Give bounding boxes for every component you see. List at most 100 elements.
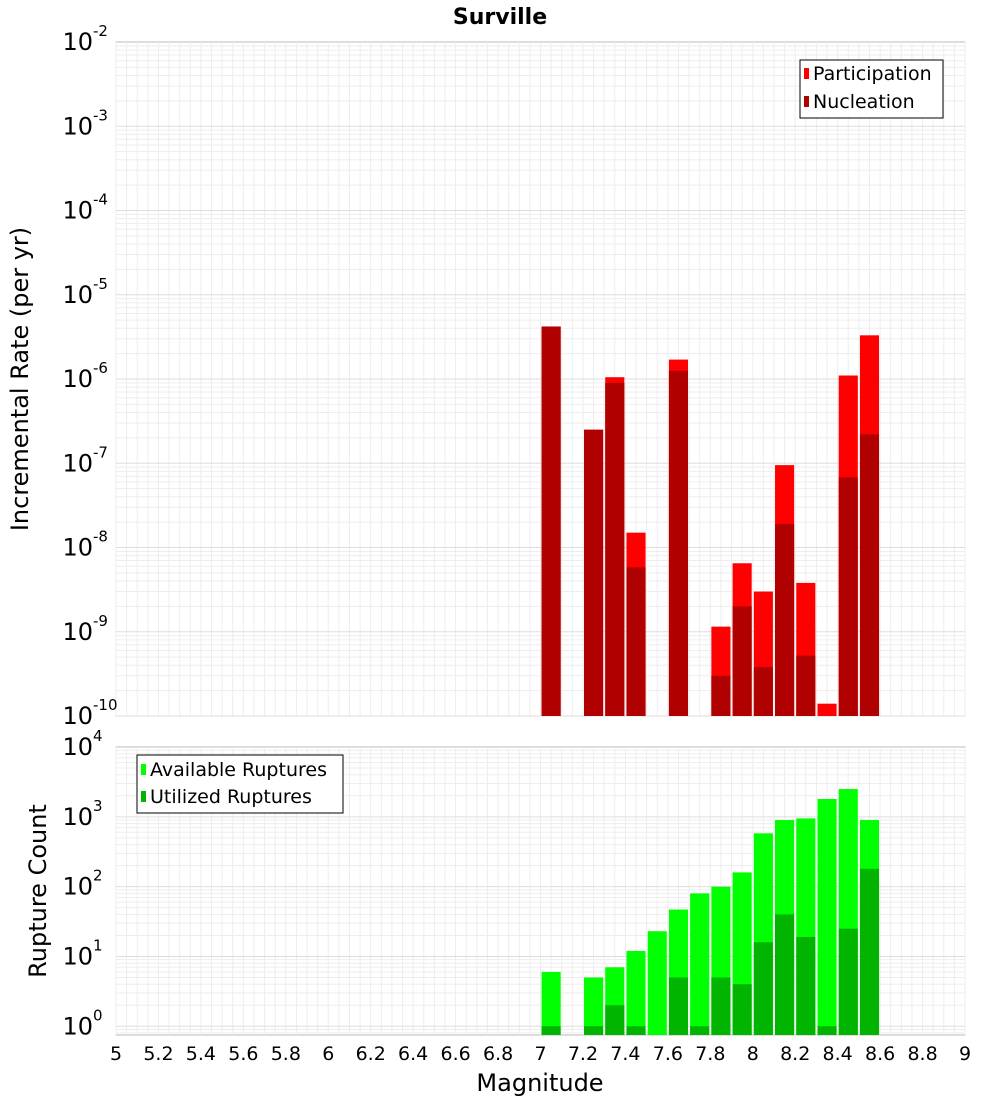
legend-swatch-participation [804, 68, 809, 79]
count-bar-front [775, 914, 795, 1035]
count-bar-front [584, 1026, 604, 1035]
x-tick-label: 6.8 [483, 1043, 513, 1065]
x-tick-label: 7.8 [695, 1043, 725, 1065]
x-tick-label: 5.4 [186, 1043, 216, 1065]
rate-y-tick-exponent: -2 [93, 22, 108, 40]
count-bar-front [732, 984, 752, 1035]
rate-grid [115, 42, 966, 717]
rate-bars [541, 326, 880, 716]
rate-y-tick-exponent: -8 [93, 528, 108, 546]
count-bar-back [541, 971, 561, 1035]
rate-y-tick-exponent: -10 [93, 696, 118, 714]
x-tick-label: 8.2 [780, 1043, 810, 1065]
rate-y-tick-label: 10 [62, 197, 93, 225]
legend-label-nucleation: Nucleation [813, 91, 915, 113]
x-tick-label: 9 [959, 1043, 971, 1065]
rate-legend-box [799, 59, 944, 119]
rate-bar-front [584, 429, 604, 716]
rate-bar-front [775, 524, 795, 716]
count-legend: Available Ruptures Utilized Ruptures [136, 754, 344, 814]
legend-swatch-utilized [141, 791, 146, 802]
chart-title: Surville [453, 5, 547, 30]
count-bar-front [838, 928, 858, 1035]
count-bar-front [690, 1026, 710, 1035]
x-ticks: 5 5.2 5.4 5.6 5.8 6 6.2 6.4 6.6 6.8 7 7.2 7.4 7.6 7.8 8… [110, 1043, 971, 1065]
x-tick-label: 6.6 [440, 1043, 470, 1065]
x-axis-label: Magnitude [476, 1069, 603, 1097]
count-bar-back [626, 950, 646, 1035]
count-bar-back [817, 798, 837, 1035]
rate-y-tick-label: 10 [62, 534, 93, 562]
count-bars [541, 789, 880, 1035]
count-bar-back [690, 893, 710, 1035]
count-bar-front [753, 942, 773, 1035]
rate-bar-front [605, 382, 625, 716]
count-bar-front [817, 1026, 837, 1035]
count-y-tick-label: 10 [62, 942, 93, 970]
count-y-tick-exponent: 3 [93, 797, 103, 815]
count-bar-front [541, 1026, 561, 1035]
rate-y-tick-exponent: -5 [93, 275, 108, 293]
rate-y-axis-label: Incremental Rate (per yr) [6, 227, 34, 531]
count-bar-front [859, 868, 880, 1035]
count-y-tick-label: 10 [62, 803, 93, 831]
x-tick-label: 8.6 [865, 1043, 895, 1065]
rate-bar-front [796, 655, 816, 716]
count-y-tick-exponent: 0 [93, 1006, 103, 1024]
rate-y-tick-exponent: -3 [93, 106, 108, 124]
rate-bar-front [753, 667, 773, 716]
rate-legend: Participation Nucleation [799, 59, 944, 119]
x-tick-label: 8 [747, 1043, 759, 1065]
x-tick-label: 5.6 [228, 1043, 258, 1065]
rate-y-tick-exponent: -4 [93, 191, 108, 209]
x-tick-label: 5 [110, 1043, 122, 1065]
x-tick-label: 6.4 [398, 1043, 428, 1065]
rate-bar-front [859, 434, 880, 716]
x-tick-label: 7.2 [568, 1043, 598, 1065]
x-tick-label: 5.8 [271, 1043, 301, 1065]
legend-label-available: Available Ruptures [150, 759, 327, 781]
count-bar-front [796, 936, 816, 1035]
count-y-tick-exponent: 4 [93, 727, 103, 745]
x-tick-label: 6 [322, 1043, 334, 1065]
count-y-tick-label: 10 [62, 733, 93, 761]
rate-y-tick-label: 10 [62, 702, 93, 730]
count-legend-box [136, 754, 344, 814]
count-bar-front [711, 977, 731, 1035]
rate-bar-front [838, 477, 858, 716]
x-tick-label: 7.4 [610, 1043, 640, 1065]
x-tick-label: 7.6 [653, 1043, 683, 1065]
legend-swatch-nucleation [804, 96, 809, 107]
rate-y-tick-label: 10 [62, 28, 93, 56]
rate-y-tick-label: 10 [62, 112, 93, 140]
rate-y-tick-exponent: -7 [93, 443, 108, 461]
x-tick-label: 6.2 [356, 1043, 386, 1065]
count-bar-back [584, 977, 604, 1035]
count-y-tick-label: 10 [62, 873, 93, 901]
legend-label-participation: Participation [813, 63, 932, 85]
rate-bar-front [626, 567, 646, 716]
rate-bar-back [817, 703, 837, 716]
count-y-tick-label: 10 [62, 1012, 93, 1040]
rate-bar-front [668, 370, 689, 716]
count-y-tick-exponent: 1 [93, 936, 103, 954]
count-y-axis-label: Rupture Count [24, 804, 52, 978]
rate-y-tick-label: 10 [62, 281, 93, 309]
rate-y-tick-label: 10 [62, 618, 93, 646]
rate-bar-front [711, 675, 731, 716]
count-bar-front [605, 1005, 625, 1035]
legend-swatch-available [141, 764, 146, 775]
legend-label-utilized: Utilized Ruptures [150, 786, 312, 808]
count-bar-back [647, 931, 667, 1035]
count-bar-front [668, 977, 689, 1035]
rate-bar-front [732, 606, 752, 716]
x-tick-label: 8.4 [823, 1043, 853, 1065]
x-tick-label: 8.8 [907, 1043, 937, 1065]
rate-y-tick-exponent: -9 [93, 612, 108, 630]
x-tick-label: 5.2 [143, 1043, 173, 1065]
